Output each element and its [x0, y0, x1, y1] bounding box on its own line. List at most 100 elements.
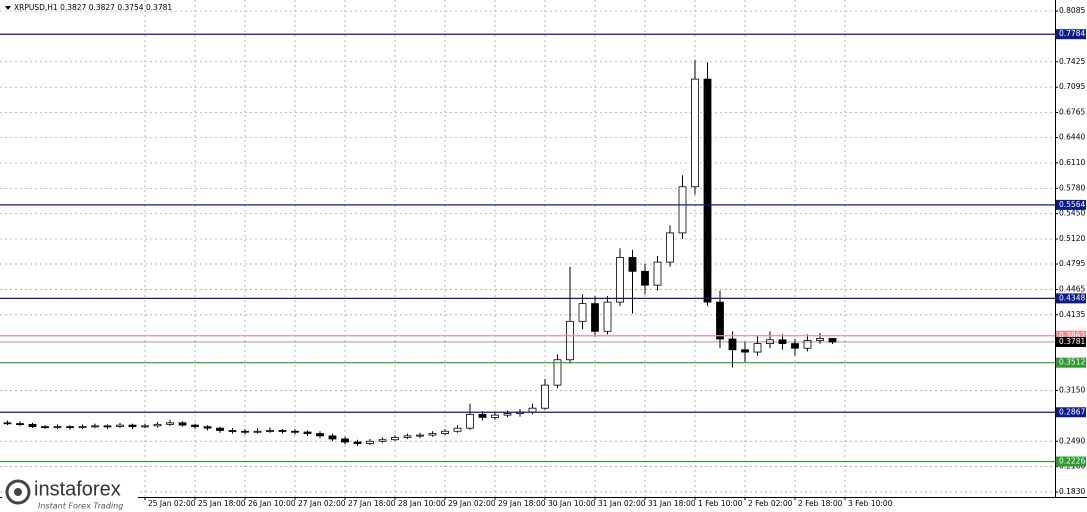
y-tick-label: 0.4465	[1059, 284, 1085, 293]
candle-body	[703, 78, 712, 303]
level-label-bg	[1056, 330, 1086, 341]
candle-body	[628, 257, 637, 272]
candle-body	[16, 423, 24, 425]
y-tick-label: 0.2490	[1059, 436, 1085, 445]
candle-body	[178, 422, 187, 426]
level-label-bg	[1056, 336, 1086, 347]
y-tick-label: 0.4135	[1059, 310, 1085, 319]
candle-body	[241, 430, 249, 433]
candle-body	[316, 433, 324, 437]
candle-body	[253, 430, 262, 433]
y-tick-label: 0.5450	[1059, 209, 1085, 218]
level-label: 0.3862	[1059, 331, 1085, 340]
candle-body	[553, 359, 562, 386]
x-tick-label: 2 Feb 18:00	[798, 499, 843, 508]
candle-body	[466, 413, 474, 429]
y-tick-label: 0.3150	[1059, 386, 1085, 395]
candle-body	[116, 424, 124, 428]
candle-body	[653, 261, 662, 286]
candle-body	[191, 424, 199, 428]
y-tick-label: 0.6765	[1059, 108, 1085, 117]
candle-body	[678, 186, 687, 234]
level-label-bg	[1056, 407, 1086, 418]
y-tick-label: 0.4795	[1059, 259, 1085, 268]
candle-body	[778, 339, 787, 345]
y-tick-label: 0.5780	[1059, 183, 1085, 192]
candle-body	[403, 435, 412, 438]
level-label-bg	[1056, 293, 1086, 304]
candle-body	[303, 431, 312, 434]
candle-body	[603, 301, 612, 332]
candle-body	[341, 438, 349, 443]
y-tick-label: 0.5120	[1059, 234, 1085, 243]
candle-body	[666, 232, 674, 263]
candle-body	[353, 441, 362, 444]
candle-body	[428, 433, 437, 436]
candle-body	[766, 339, 774, 345]
candle-body	[91, 425, 99, 428]
candle-body	[803, 340, 812, 349]
candle-body	[366, 440, 374, 444]
candle-body	[541, 384, 549, 409]
candle-body	[41, 426, 49, 429]
candle-body	[591, 303, 599, 332]
candle-body	[528, 407, 537, 413]
y-tick-label: 0.8085	[1059, 6, 1085, 15]
candle-body	[491, 414, 499, 418]
candle-body	[691, 78, 699, 188]
candle-body	[616, 257, 624, 303]
level-label: 0.5564	[1059, 200, 1085, 209]
candle-body	[478, 413, 487, 418]
y-tick-label: 0.7425	[1059, 57, 1085, 66]
candle-body	[53, 426, 62, 429]
candle-body	[441, 430, 449, 434]
candle-body	[203, 426, 212, 429]
logo-dot	[14, 488, 22, 496]
level-label-bg	[1056, 357, 1086, 368]
y-tick-label: 0.6110	[1059, 158, 1085, 167]
candle-body	[503, 413, 512, 416]
x-tick-label: 3 Feb 10:00	[848, 499, 893, 508]
x-tick-label: 1 Feb 10:00	[698, 499, 743, 508]
candle-body	[716, 301, 724, 340]
level-label: 0.2226	[1059, 457, 1085, 466]
level-label: 0.7784	[1059, 29, 1085, 38]
candle-body	[166, 422, 174, 425]
level-label-bg	[1056, 456, 1086, 467]
candle-body	[753, 343, 762, 353]
candle-body	[741, 349, 749, 353]
x-tick-label: 30 Jan 10:00	[548, 499, 596, 508]
candle-body	[828, 338, 837, 343]
candle-body	[28, 423, 37, 428]
y-tick-label: 0.6440	[1059, 133, 1085, 142]
candle-body	[278, 430, 287, 432]
candle-body	[453, 427, 462, 432]
candle-body	[216, 427, 224, 431]
watermark: instaforex Instant Forex Trading	[2, 476, 138, 511]
level-label: 0.2867	[1059, 407, 1085, 416]
candle-body	[378, 439, 387, 442]
candle-body	[78, 426, 87, 429]
menu-arrow[interactable]	[5, 6, 11, 10]
candle-body	[266, 430, 274, 432]
y-tick-label: 0.7095	[1059, 82, 1085, 91]
level-label-bg	[1056, 29, 1086, 40]
candle-body	[228, 430, 237, 432]
candle-body	[566, 320, 574, 361]
candle-body	[128, 424, 137, 428]
candle-body	[416, 434, 424, 437]
x-tick-label: 29 Jan 02:00	[448, 499, 496, 508]
candle-body	[66, 426, 74, 429]
y-tick-label: 0.1830	[1059, 487, 1085, 496]
x-tick-label: 2 Feb 02:00	[748, 499, 793, 508]
candle-body	[728, 338, 737, 351]
candle-body	[141, 425, 149, 428]
level-label: 0.4348	[1059, 293, 1085, 302]
level-label: 0.3781	[1059, 337, 1085, 346]
x-tick-label: 29 Jan 18:00	[498, 499, 546, 508]
brand: instaforex	[34, 478, 121, 500]
level-label-bg	[1056, 199, 1086, 210]
x-tick-label: 31 Jan 18:00	[648, 499, 696, 508]
